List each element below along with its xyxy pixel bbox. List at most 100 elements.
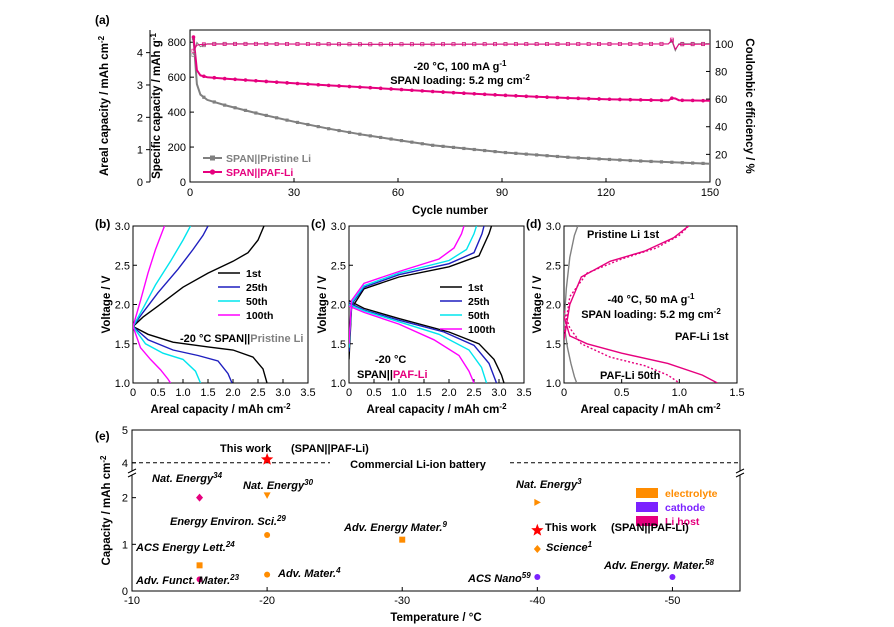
x-tick-label: 0.5: [366, 387, 381, 399]
legend-label: electrolyte: [665, 488, 718, 500]
text-span: ACS Nano: [467, 573, 522, 585]
superscript: 1: [588, 540, 593, 549]
superscript: 4: [335, 566, 341, 575]
ce-marker: [409, 42, 414, 47]
data-marker: [233, 77, 237, 82]
y-tick-label: 5: [122, 425, 128, 437]
data-marker: [462, 146, 466, 151]
y-tick-label: 0: [180, 177, 186, 189]
x-tick-label: 150: [701, 187, 719, 199]
y-tick-label: 400: [168, 107, 186, 119]
reference-label: Adv. Mater.4: [277, 566, 341, 581]
ce-marker: [316, 42, 321, 47]
axis-break-mark: [127, 468, 137, 474]
data-marker: [534, 94, 539, 99]
panel-label-a: (a): [95, 13, 110, 27]
x-tick-label: 120: [597, 187, 615, 199]
y-tick-label: 2.0: [546, 300, 561, 312]
discharge-curve: [564, 310, 680, 383]
areal-tick-label: 1: [137, 145, 143, 157]
data-marker: [597, 97, 601, 101]
reference-label-bg: [330, 454, 510, 470]
reference-label: Adv. Energy Mater.9: [343, 520, 447, 535]
data-marker: [493, 150, 497, 154]
x-tick-label: -20: [259, 595, 275, 607]
x-tick-label: -10: [124, 595, 140, 607]
data-marker: [399, 87, 404, 92]
ce-marker: [565, 42, 570, 46]
y-tick-label: 2.5: [331, 260, 346, 272]
data-marker: [306, 82, 310, 86]
charge-curve: [564, 226, 690, 337]
superscript: 23: [229, 573, 239, 582]
superscript: -2: [97, 35, 106, 43]
text-span: This work: [220, 443, 272, 455]
charge-curve: [133, 226, 209, 327]
text-span: Pristine Li: [250, 333, 303, 345]
x-tick-label: 0: [561, 387, 567, 399]
triangle-marker: [263, 492, 271, 499]
ce-marker: [441, 42, 445, 47]
square-marker: [399, 536, 406, 543]
superscript: -2: [523, 73, 531, 82]
y-tick-label: 2.0: [115, 300, 130, 312]
superscript: 30: [304, 478, 313, 487]
data-marker: [420, 142, 424, 146]
ce-marker: [680, 42, 685, 47]
data-marker: [628, 97, 633, 102]
text-span: Nat. Energy: [152, 473, 214, 485]
x-tick-label: 1.5: [200, 387, 215, 399]
data-marker: [337, 84, 341, 88]
legend-marker: [210, 155, 215, 161]
circle-marker: [534, 574, 541, 580]
x-tick-label: 1.0: [391, 387, 406, 399]
this-work-label: This work: [545, 522, 597, 534]
y-axis-title: Capacity / mAh cm-2: [99, 455, 114, 566]
legend-label: SPAN||PAF-Li: [226, 167, 293, 179]
axis-break-gap: [736, 471, 744, 475]
x-tick-label: 30: [288, 187, 300, 199]
plot-frame: [189, 29, 711, 183]
ce-marker: [513, 42, 518, 47]
ce-marker: [295, 42, 300, 46]
ce-marker: [212, 42, 217, 46]
x-tick-label: 2.0: [441, 387, 456, 399]
data-marker: [659, 160, 664, 164]
star-marker: [260, 453, 274, 465]
ce-marker: [524, 42, 529, 47]
ce-marker: [701, 42, 705, 47]
reference-label: Commercial Li-ion battery: [350, 459, 487, 471]
legend-label: SPAN||Pristine Li: [226, 153, 311, 165]
ce-tick-label: 20: [715, 149, 727, 161]
data-marker: [680, 161, 684, 165]
data-marker: [545, 95, 549, 99]
superscript: -2: [714, 307, 722, 316]
discharge-curve: [349, 303, 488, 383]
data-marker: [607, 97, 612, 102]
label-paf-1st: PAF-Li 1st: [675, 331, 729, 343]
x-tick-label: 3.5: [516, 387, 531, 399]
data-marker: [503, 93, 508, 98]
x-tick-label: 0: [187, 187, 193, 199]
data-marker: [327, 127, 331, 131]
ce-marker: [503, 42, 508, 47]
ce-tick-label: 60: [715, 94, 727, 106]
data-marker: [316, 82, 321, 87]
charge-curve: [564, 226, 579, 325]
circle-marker: [669, 574, 676, 580]
superscript: -1: [687, 292, 695, 301]
plot-frame: [131, 429, 741, 592]
axis-break-mark: [127, 472, 137, 478]
ce-marker: [555, 42, 560, 46]
data-marker: [482, 92, 487, 97]
x-tick-label: -50: [664, 595, 680, 607]
text-span: This work: [545, 522, 597, 534]
data-marker: [618, 158, 622, 162]
x-axis-title: Cycle number: [412, 205, 489, 217]
charge-curve: [349, 226, 465, 344]
diamond-marker: [533, 545, 541, 553]
ce-marker: [576, 42, 581, 46]
text-span: -20 °C, 100 mA g: [413, 61, 499, 73]
data-marker: [524, 94, 529, 99]
ce-marker: [274, 42, 279, 46]
